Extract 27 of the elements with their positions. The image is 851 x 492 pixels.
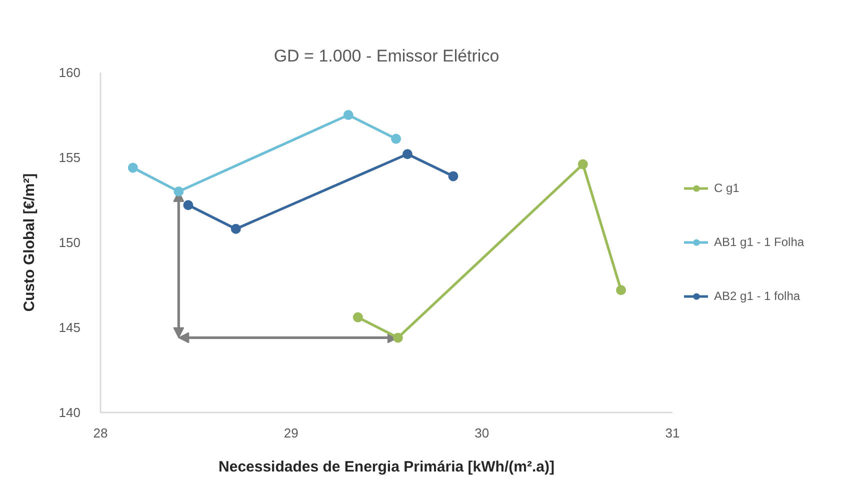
x-tick-label: 30 xyxy=(474,426,490,440)
point xyxy=(578,159,588,170)
point xyxy=(352,312,363,322)
chart-title: GD = 1.000 - Emissor Elétrico xyxy=(274,46,500,66)
point xyxy=(183,200,194,210)
point xyxy=(174,186,184,196)
x-axis-title: Necessidades de Energia Primária [kWh/(m².a)] xyxy=(218,458,554,476)
point xyxy=(343,110,354,120)
y-axis-title: Custo Global [€/m²] xyxy=(20,173,38,312)
point xyxy=(230,224,241,234)
point xyxy=(391,134,402,144)
x-tick-label: 29 xyxy=(284,426,298,440)
y-tick-label: 145 xyxy=(58,320,81,335)
x-tick-label: 28 xyxy=(93,426,108,440)
legend-label: AB1 g1 - 1 Folha xyxy=(714,235,804,249)
point xyxy=(616,285,626,296)
y-tick-label: 160 xyxy=(58,65,81,80)
point xyxy=(128,162,138,173)
x-tick-label: 31 xyxy=(665,426,680,440)
point xyxy=(448,171,458,182)
point xyxy=(392,332,403,343)
y-tick-label: 155 xyxy=(58,150,81,165)
y-tick-label: 150 xyxy=(58,235,81,250)
legend-label: AB2 g1 - 1 folha xyxy=(714,289,800,303)
point xyxy=(402,149,412,160)
y-tick-label: 140 xyxy=(58,405,81,420)
legend-label: C g1 xyxy=(714,181,740,195)
